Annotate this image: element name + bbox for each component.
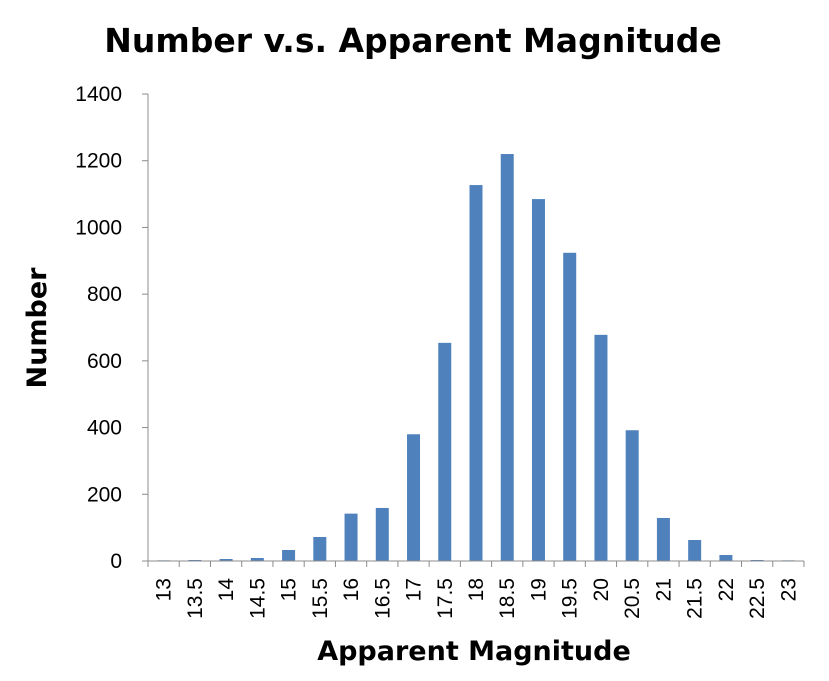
bar [375, 507, 389, 561]
bar [656, 517, 670, 561]
y-tick-label: 1400 [75, 83, 122, 106]
x-tick-label: 18 [465, 578, 488, 601]
bar [438, 342, 452, 561]
y-tick-label: 1200 [75, 150, 122, 173]
x-tick-label: 13 [153, 578, 176, 601]
x-tick-label: 15 [278, 578, 301, 601]
bar [531, 199, 545, 561]
bar [688, 539, 702, 561]
bar [625, 430, 639, 561]
x-tick-labels: 13 13.5 14 14.5 15 15.5 16 16.5 17 17.5 18 18.5 19 19… [153, 578, 801, 619]
bar [594, 334, 608, 561]
chart-title: Number v.s. Apparent Magnitude [104, 21, 722, 60]
bar [563, 252, 577, 561]
x-tick-label: 17.5 [434, 578, 457, 619]
bar [282, 549, 296, 561]
x-tick-label: 21.5 [684, 578, 707, 619]
x-tick-label: 16.5 [371, 578, 394, 619]
bar [219, 558, 233, 561]
bars [157, 154, 795, 562]
y-tick-label: 200 [87, 483, 122, 506]
bar [313, 536, 327, 561]
x-tick-label: 19.5 [559, 578, 582, 619]
y-tick-label: 600 [87, 350, 122, 373]
x-tick-label: 19 [527, 578, 550, 601]
x-tick-label: 13.5 [184, 578, 207, 619]
bar [250, 557, 264, 561]
x-tick-label: 15.5 [309, 578, 332, 619]
x-tick-label: 21 [652, 578, 675, 601]
x-tick-label: 14.5 [246, 578, 269, 619]
x-tick-label: 20.5 [621, 578, 644, 619]
bar [719, 554, 733, 561]
x-tick-label: 18.5 [496, 578, 519, 619]
x-tick-label: 22.5 [746, 578, 769, 619]
x-tick-label: 14 [215, 578, 238, 602]
x-tick-label: 22 [715, 578, 738, 601]
x-tick-label: 20 [590, 578, 613, 601]
y-axis-title: Number [22, 267, 53, 389]
bar [407, 434, 421, 561]
x-tick-label: 16 [340, 578, 363, 601]
y-tick-label: 1000 [75, 216, 122, 239]
x-axis-title: Apparent Magnitude [317, 636, 631, 667]
bar [344, 513, 358, 561]
x-tick-label: 23 [777, 578, 800, 601]
bar [750, 559, 764, 561]
bar [469, 185, 483, 561]
y-tick-label: 0 [110, 550, 122, 573]
y-tick-label: 400 [87, 417, 122, 440]
y-tick-labels: 0 200 400 600 800 1000 1200 1400 [75, 83, 122, 573]
x-tick-label: 17 [403, 578, 426, 601]
y-axis [142, 93, 149, 562]
bar [500, 154, 514, 562]
y-tick-label: 800 [87, 283, 122, 306]
bar [188, 559, 202, 561]
x-axis [147, 560, 805, 567]
